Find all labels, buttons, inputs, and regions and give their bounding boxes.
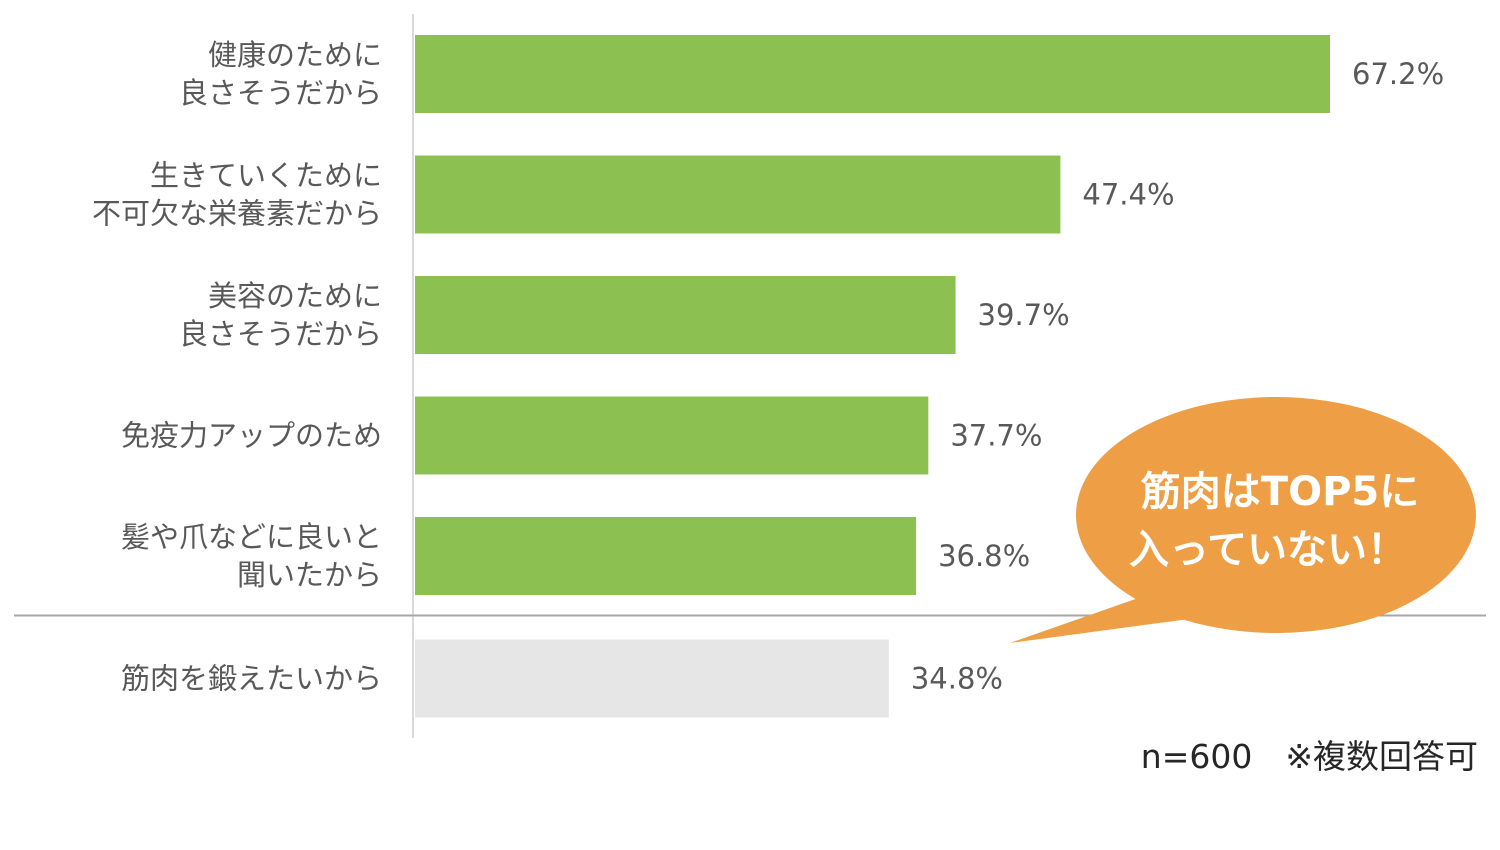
callout-line-1: 筋肉はTOP5に (1141, 469, 1419, 515)
category-label-1-line-1: 健康のために (208, 38, 382, 72)
bar-4 (415, 396, 929, 475)
category-label-6-line-1: 筋肉を鍛えたいから (121, 662, 382, 696)
bar-3 (415, 276, 956, 354)
callout: 筋肉はTOP5に 入っていない！ (1010, 396, 1476, 643)
category-label-2-line-2: 不可欠な栄養素だから (92, 197, 382, 231)
category-label-5-line-2: 聞いたから (237, 558, 382, 592)
sample-note: n=600 ※複数回答可 (1141, 737, 1478, 776)
bar-5 (415, 517, 917, 595)
bar-1 (415, 35, 1330, 113)
bars-group (415, 35, 1330, 718)
value-labels-group: 67.2% 47.4% 39.7% 37.7% 36.8% 34.8% (911, 57, 1444, 696)
value-label-4: 37.7% (950, 419, 1042, 453)
category-labels-group: 健康のために良さそうだから生きていくために不可欠な栄養素だから美容のために良さそ… (92, 38, 382, 696)
bar-6 (415, 639, 889, 718)
category-label-5-line-1: 髪や爪などに良いと (121, 520, 382, 554)
value-label-6: 34.8% (911, 662, 1003, 696)
category-label-1-line-2: 良さそうだから (179, 76, 382, 110)
bar-2 (415, 155, 1061, 234)
category-label-4-line-1: 免疫力アップのため (121, 419, 382, 453)
category-label-3-line-2: 良さそうだから (179, 317, 382, 351)
value-label-1: 67.2% (1352, 57, 1444, 91)
category-label-2-line-1: 生きていくために (150, 159, 382, 193)
callout-line-2: 入っていない！ (1129, 527, 1407, 573)
category-label-3-line-1: 美容のために (208, 279, 382, 313)
callout-bubble (1010, 396, 1476, 643)
value-label-3: 39.7% (978, 298, 1070, 332)
value-label-5: 36.8% (938, 539, 1030, 573)
value-label-2: 47.4% (1082, 178, 1174, 212)
